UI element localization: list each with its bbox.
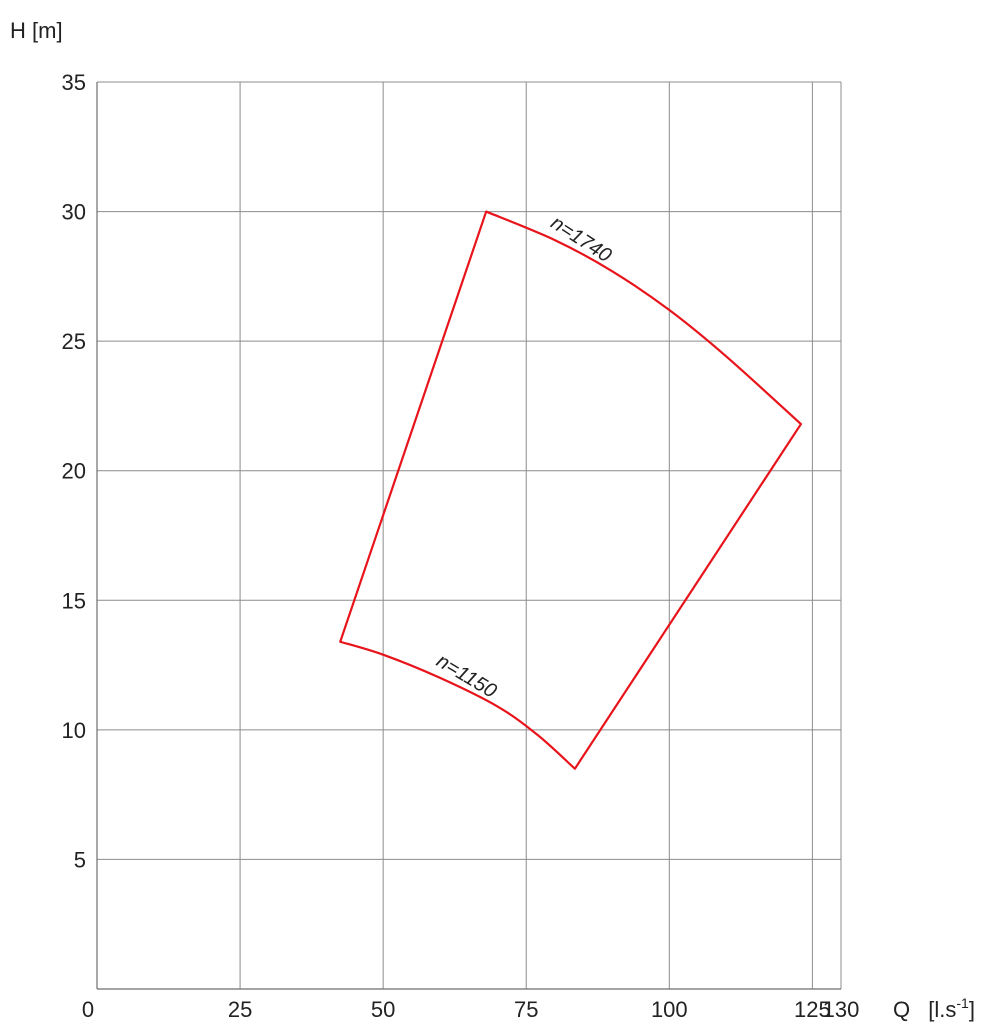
x-tick-label-50: 50: [371, 997, 395, 1022]
y-tick-label-10: 10: [62, 718, 86, 743]
x-axis-unit: [l.s: [928, 997, 956, 1022]
speed-curve-n-1150: [339, 640, 576, 770]
y-tick-label-35: 35: [62, 70, 86, 95]
x-tick-label-75: 75: [514, 997, 538, 1022]
x-tick-label-25: 25: [228, 997, 252, 1022]
y-tick-label-20: 20: [62, 459, 86, 484]
x-axis-symbol: Q: [893, 997, 910, 1022]
y-tick-label-15: 15: [62, 588, 86, 613]
y-tick-label-30: 30: [62, 200, 86, 225]
grid: [97, 81, 842, 989]
envelope-boundary-left: [339, 210, 488, 643]
x-tick-label-100: 100: [651, 997, 688, 1022]
x-axis-unit-exponent: -1: [956, 995, 969, 1011]
x-axis-label: Q [l.s-1]: [893, 995, 975, 1022]
speed-curve-n-1740: [485, 210, 802, 425]
x-tick-label-130: 130: [823, 997, 860, 1022]
curve-label-n-1150: n=1150: [432, 650, 500, 703]
y-tick-label-5: 5: [74, 847, 86, 872]
axes: [96, 82, 841, 990]
envelope-boundary-right: [573, 422, 803, 770]
x-tick-label-125: 125: [794, 997, 831, 1022]
y-tick-label-25: 25: [62, 329, 86, 354]
x-axis-unit-close: ]: [969, 997, 975, 1022]
curve-labels: n=1740 n=1150: [432, 212, 615, 703]
y-axis-label: H [m]: [10, 18, 63, 43]
x-tick-label-0: 0: [82, 997, 94, 1022]
curve-label-n-1740: n=1740: [547, 212, 615, 267]
operating-envelope: [339, 210, 803, 770]
